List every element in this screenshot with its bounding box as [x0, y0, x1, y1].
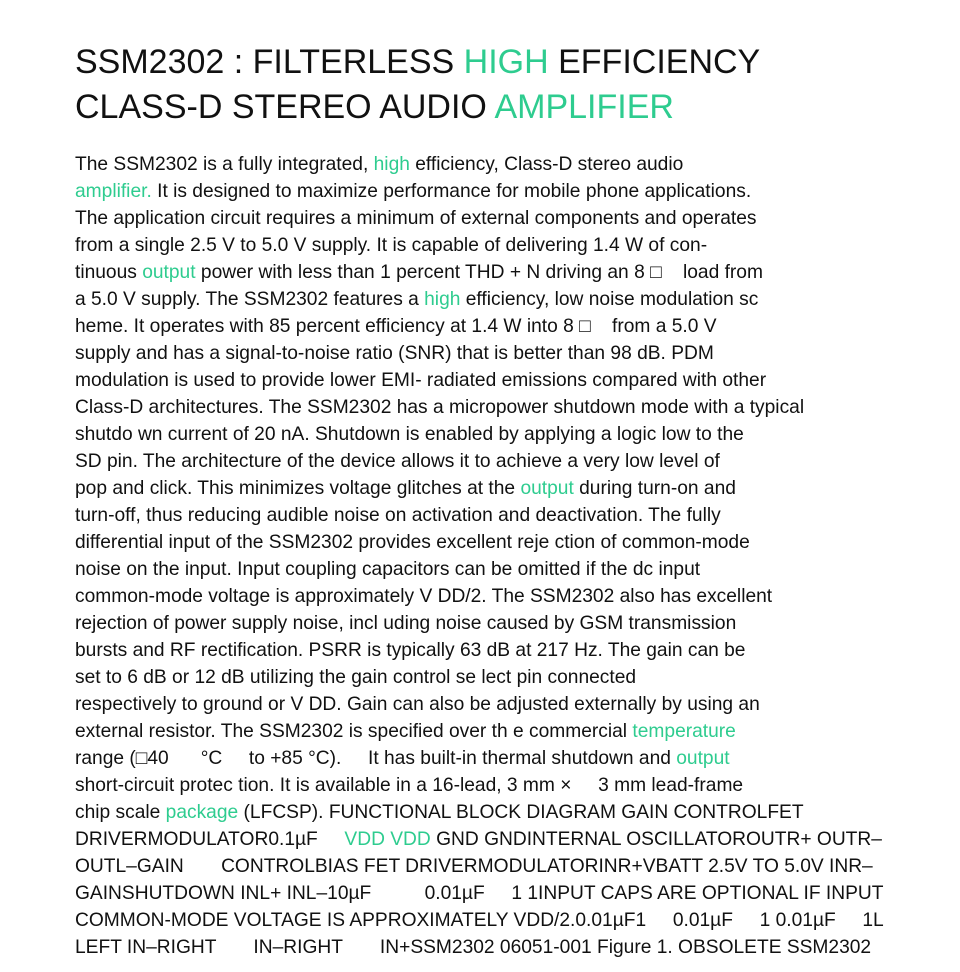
document-body: The SSM2302 is a fully integrated, high … — [75, 151, 960, 961]
body-line: external resistor. The SSM2302 is specif… — [75, 718, 960, 745]
text-segment: The application circuit requires a minim… — [75, 208, 757, 229]
text-segment: It is designed to maximize performance f… — [151, 181, 752, 202]
body-line: set to 6 dB or 12 dB utilizing the gain … — [75, 664, 960, 691]
text-segment: bursts and RF rectification. PSRR is typ… — [75, 640, 746, 661]
document-page: SSM2302 : FILTERLESS HIGH EFFICIENCY CLAS… — [75, 40, 960, 961]
text-segment: DRIVERMODULATOR0.1µF — [75, 829, 345, 850]
body-line: short-circuit protec tion. It is availab… — [75, 772, 960, 799]
body-line: shutdo wn current of 20 nA. Shutdown is … — [75, 421, 960, 448]
text-segment: set to 6 dB or 12 dB utilizing the gain … — [75, 667, 637, 688]
body-line: GAINSHUTDOWN INL+ INL–10µF 0.01µF 1 1INP… — [75, 880, 960, 907]
highlighted-keyword: output — [676, 748, 730, 769]
text-segment: rejection of power supply noise, incl ud… — [75, 613, 737, 634]
text-segment: CLASS-D STEREO AUDIO — [75, 88, 495, 126]
body-line: Class-D architectures. The SSM2302 has a… — [75, 394, 960, 421]
text-segment: heme. It operates with 85 percent effici… — [75, 316, 717, 337]
text-segment: tinuous — [75, 262, 143, 283]
body-line: noise on the input. Input coupling capac… — [75, 556, 960, 583]
text-segment: range (□40 °C to +85 °C). It has built-i… — [75, 748, 677, 769]
body-line: from a single 2.5 V to 5.0 V supply. It … — [75, 232, 960, 259]
text-segment: shutdo wn current of 20 nA. Shutdown is … — [75, 424, 744, 445]
text-segment: OUTL–GAIN CONTROLBIAS FET DRIVERMODULATO… — [75, 856, 873, 877]
text-segment: (LFCSP). FUNCTIONAL BLOCK DIAGRAM GAIN C… — [238, 802, 804, 823]
body-line: heme. It operates with 85 percent effici… — [75, 313, 960, 340]
text-segment: a 5.0 V supply. The SSM2302 features a — [75, 289, 425, 310]
text-segment: GND GNDINTERNAL OSCILLATOROUTR+ OUTR– — [430, 829, 882, 850]
highlighted-keyword: high — [424, 289, 461, 310]
body-line: chip scale package (LFCSP). FUNCTIONAL B… — [75, 799, 960, 826]
body-line: bursts and RF rectification. PSRR is typ… — [75, 637, 960, 664]
body-line: a 5.0 V supply. The SSM2302 features a h… — [75, 286, 960, 313]
text-segment: LEFT IN–RIGHT IN–RIGHT IN+SSM2302 06051-… — [75, 937, 872, 958]
body-line: The application circuit requires a minim… — [75, 205, 960, 232]
body-line: differential input of the SSM2302 provid… — [75, 529, 960, 556]
text-segment: external resistor. The SSM2302 is specif… — [75, 721, 633, 742]
text-segment: respectively to ground or V DD. Gain can… — [75, 694, 760, 715]
body-line: turn-off, thus reducing audible noise on… — [75, 502, 960, 529]
text-segment: noise on the input. Input coupling capac… — [75, 559, 701, 580]
text-segment: modulation is used to provide lower EMI-… — [75, 370, 767, 391]
body-line: COMMON-MODE VOLTAGE IS APPROXIMATELY VDD… — [75, 907, 960, 934]
body-line: The SSM2302 is a fully integrated, high … — [75, 151, 960, 178]
text-segment: turn-off, thus reducing audible noise on… — [75, 505, 721, 526]
text-segment: short-circuit protec tion. It is availab… — [75, 775, 744, 796]
body-line: OUTL–GAIN CONTROLBIAS FET DRIVERMODULATO… — [75, 853, 960, 880]
text-segment: SD pin. The architecture of the device a… — [75, 451, 720, 472]
text-segment: Class-D architectures. The SSM2302 has a… — [75, 397, 805, 418]
body-line: rejection of power supply noise, incl ud… — [75, 610, 960, 637]
text-segment: efficiency, low noise modulation sc — [460, 289, 759, 310]
highlighted-keyword: amplifier. — [75, 181, 152, 202]
body-line: pop and click. This minimizes voltage gl… — [75, 475, 960, 502]
body-line: modulation is used to provide lower EMI-… — [75, 367, 960, 394]
highlighted-keyword: output — [142, 262, 196, 283]
text-segment: EFFICIENCY — [548, 43, 761, 81]
text-segment: from a single 2.5 V to 5.0 V supply. It … — [75, 235, 708, 256]
text-segment: common-mode voltage is approximately V D… — [75, 586, 773, 607]
document-title: SSM2302 : FILTERLESS HIGH EFFICIENCY CLAS… — [75, 40, 960, 130]
highlighted-keyword: AMPLIFIER — [494, 88, 674, 126]
text-segment: chip scale — [75, 802, 166, 823]
text-segment: power with less than 1 percent THD + N d… — [195, 262, 763, 283]
title-line: SSM2302 : FILTERLESS HIGH EFFICIENCY — [75, 40, 960, 85]
body-line: respectively to ground or V DD. Gain can… — [75, 691, 960, 718]
body-line: LEFT IN–RIGHT IN–RIGHT IN+SSM2302 06051-… — [75, 934, 960, 961]
body-line: amplifier. It is designed to maximize pe… — [75, 178, 960, 205]
highlighted-keyword: package — [165, 802, 239, 823]
text-segment: efficiency, Class-D stereo audio — [409, 154, 684, 175]
body-line: range (□40 °C to +85 °C). It has built-i… — [75, 745, 960, 772]
text-segment: GAINSHUTDOWN INL+ INL–10µF 0.01µF 1 1INP… — [75, 883, 884, 904]
body-line: SD pin. The architecture of the device a… — [75, 448, 960, 475]
highlighted-keyword: VDD VDD — [344, 829, 431, 850]
highlighted-keyword: HIGH — [463, 43, 549, 81]
body-line: tinuous output power with less than 1 pe… — [75, 259, 960, 286]
body-line: supply and has a signal-to-noise ratio (… — [75, 340, 960, 367]
title-line: CLASS-D STEREO AUDIO AMPLIFIER — [75, 85, 960, 130]
text-segment: SSM2302 : FILTERLESS — [75, 43, 464, 81]
text-segment: during turn-on and — [573, 478, 736, 499]
highlighted-keyword: temperature — [632, 721, 736, 742]
body-line: DRIVERMODULATOR0.1µF VDD VDD GND GNDINTE… — [75, 826, 960, 853]
highlighted-keyword: high — [373, 154, 410, 175]
text-segment: supply and has a signal-to-noise ratio (… — [75, 343, 714, 364]
body-line: common-mode voltage is approximately V D… — [75, 583, 960, 610]
highlighted-keyword: output — [520, 478, 574, 499]
text-segment: COMMON-MODE VOLTAGE IS APPROXIMATELY VDD… — [75, 910, 884, 931]
text-segment: differential input of the SSM2302 provid… — [75, 532, 750, 553]
text-segment: The SSM2302 is a fully integrated, — [75, 154, 374, 175]
text-segment: pop and click. This minimizes voltage gl… — [75, 478, 521, 499]
